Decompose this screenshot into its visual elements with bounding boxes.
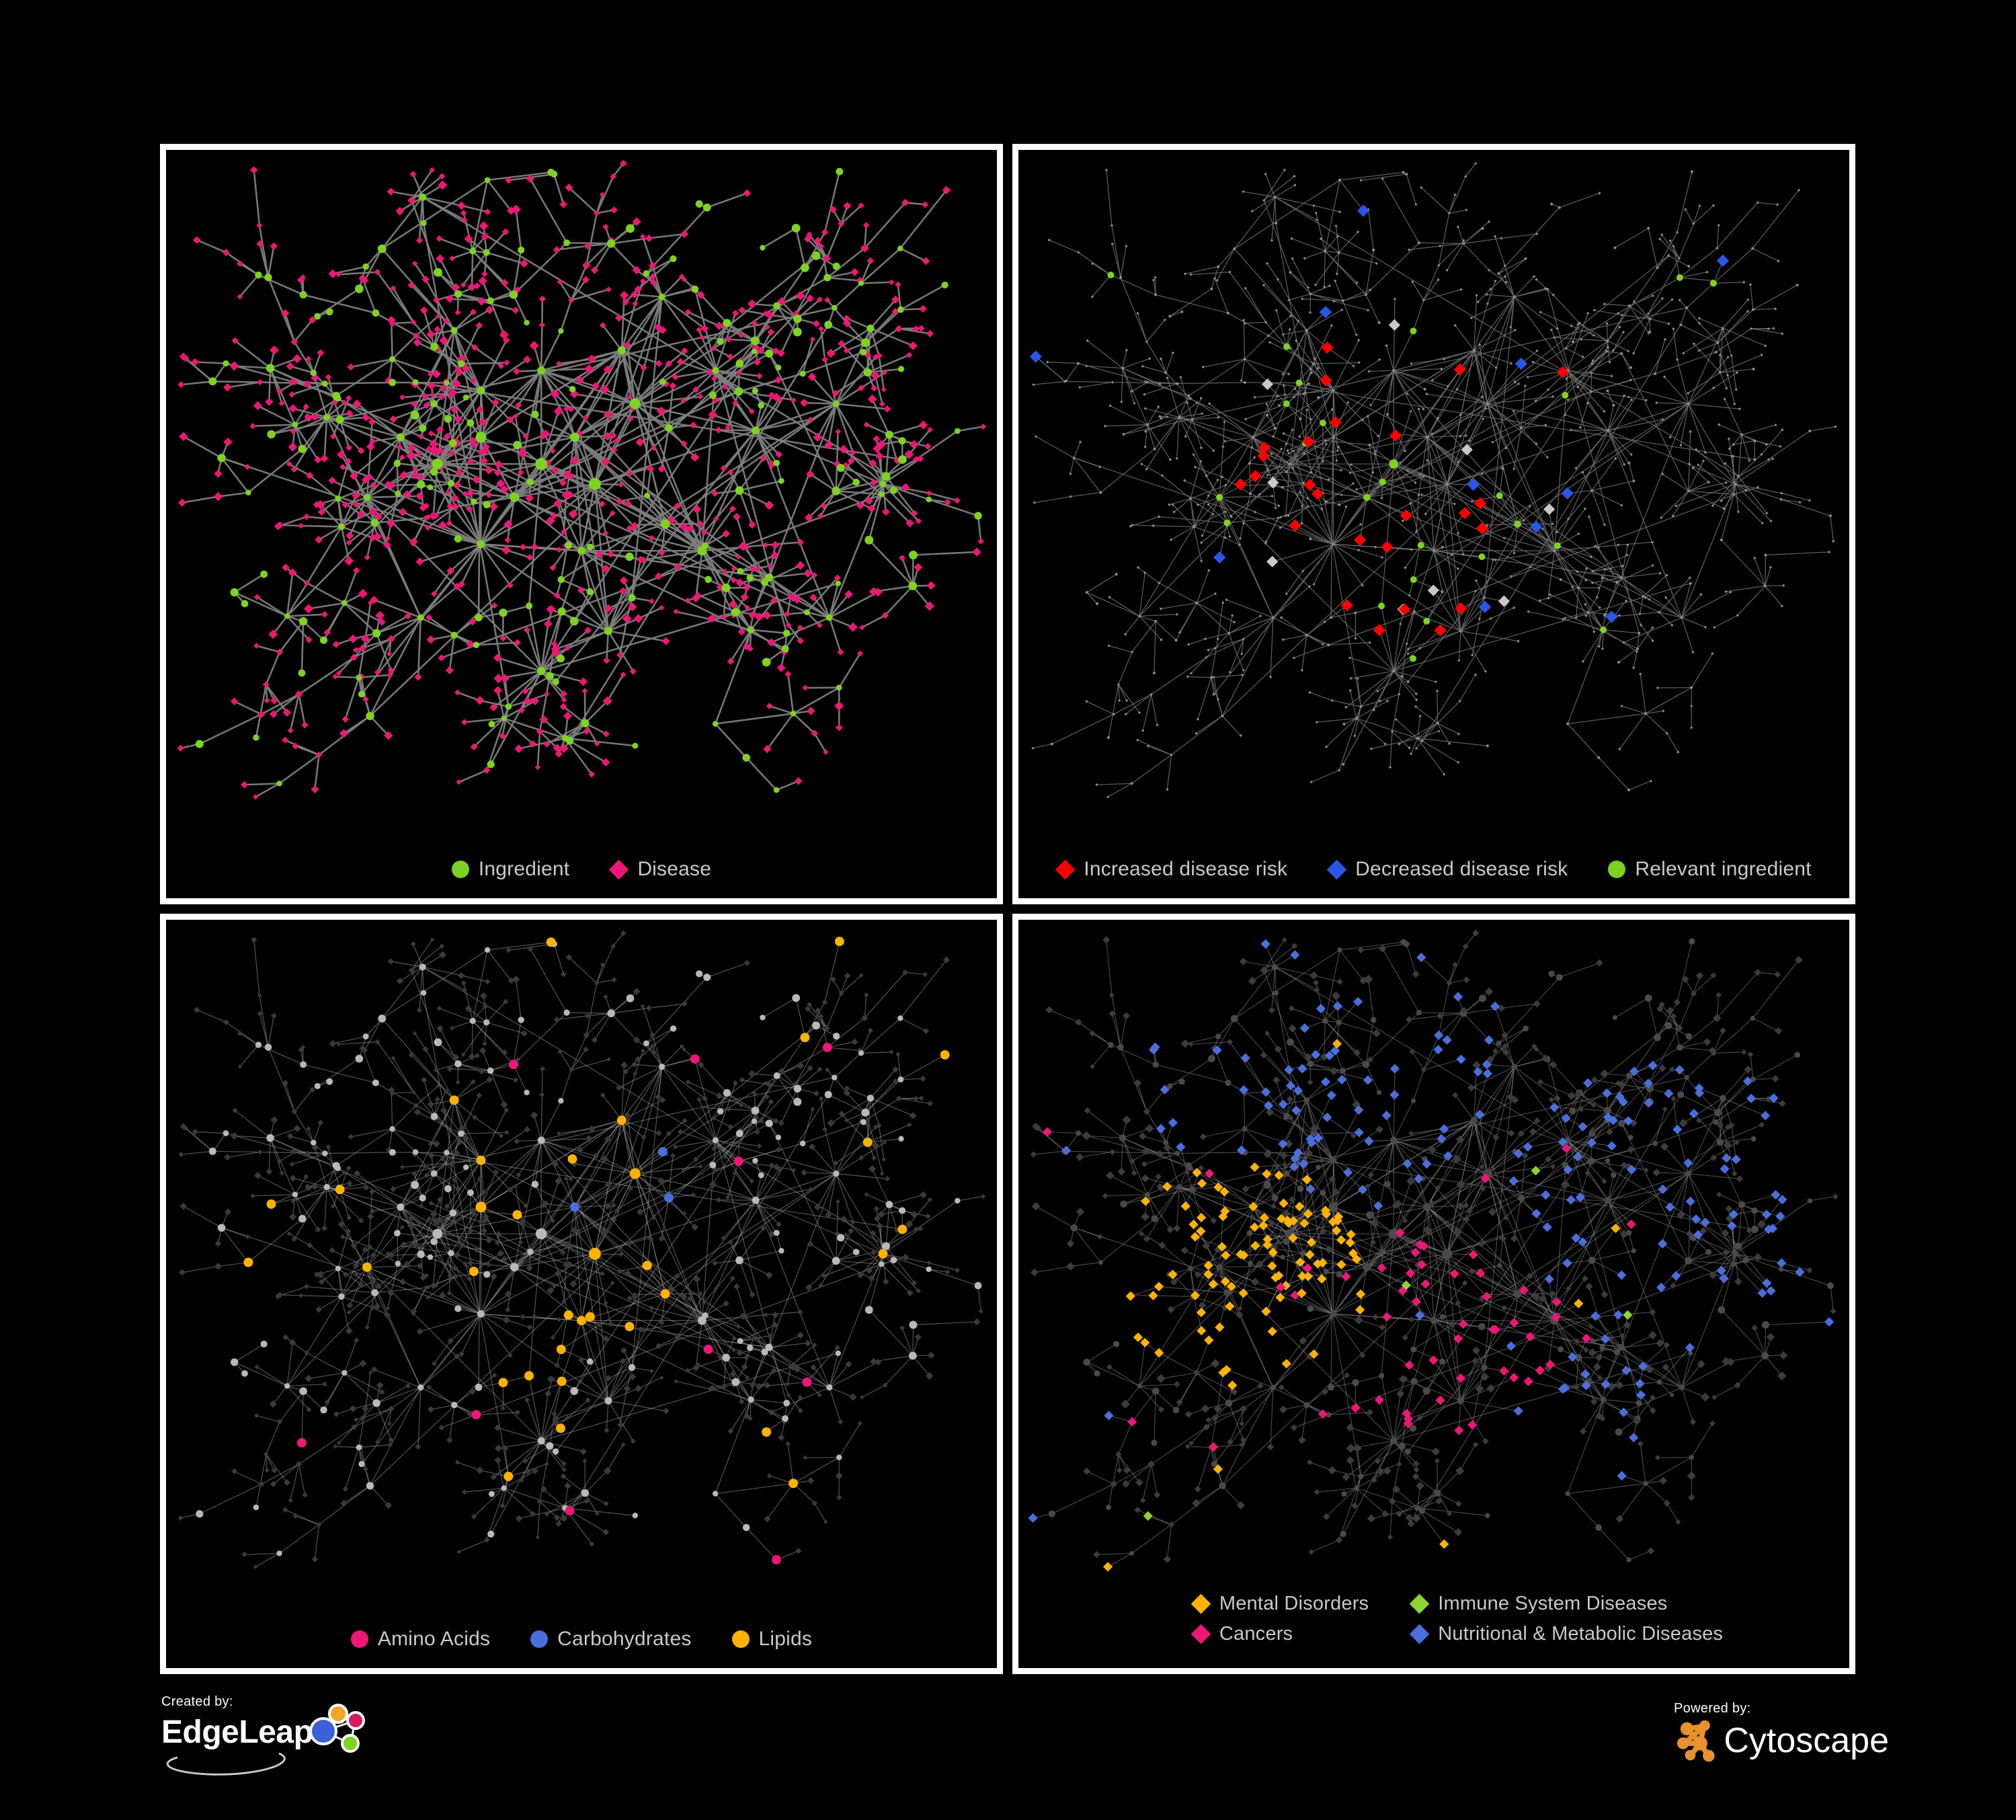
edgeleap-swoosh-icon (166, 1752, 286, 1776)
panel-ingredient-class-network: Amino Acids Carbohydrates Lipids (160, 914, 1003, 1674)
network-canvas-d (1028, 929, 1839, 1572)
network-canvas-c (177, 930, 986, 1569)
edgeleap-logo: Created by: EdgeLeap (161, 1694, 383, 1782)
cytoscape-node-graph-icon (1677, 1720, 1715, 1762)
network-canvas-b (1029, 161, 1837, 799)
figure-panel-grid: Ingredient Disease Increased disease ris… (160, 144, 1855, 1674)
panel-ingredient-disease-network: Ingredient Disease (160, 144, 1003, 904)
created-by-label: Created by: (161, 1694, 233, 1709)
powered-by-label: Powered by: (1674, 1701, 1751, 1716)
figure-footer: Created by: EdgeLeap Powered by: (0, 1681, 2016, 1815)
edgeleap-node-graph-icon (309, 1704, 366, 1753)
cytoscape-logo: Powered by: (1674, 1701, 1889, 1782)
panel-disease-category-network: Mental Disorders Immune System Diseases … (1012, 914, 1855, 1674)
panel-disease-risk-network: Increased disease risk Decreased disease… (1012, 144, 1855, 904)
network-canvas-a (177, 159, 987, 800)
edgeleap-wordmark: EdgeLeap (161, 1714, 313, 1750)
cytoscape-wordmark: Cytoscape (1724, 1721, 1889, 1760)
